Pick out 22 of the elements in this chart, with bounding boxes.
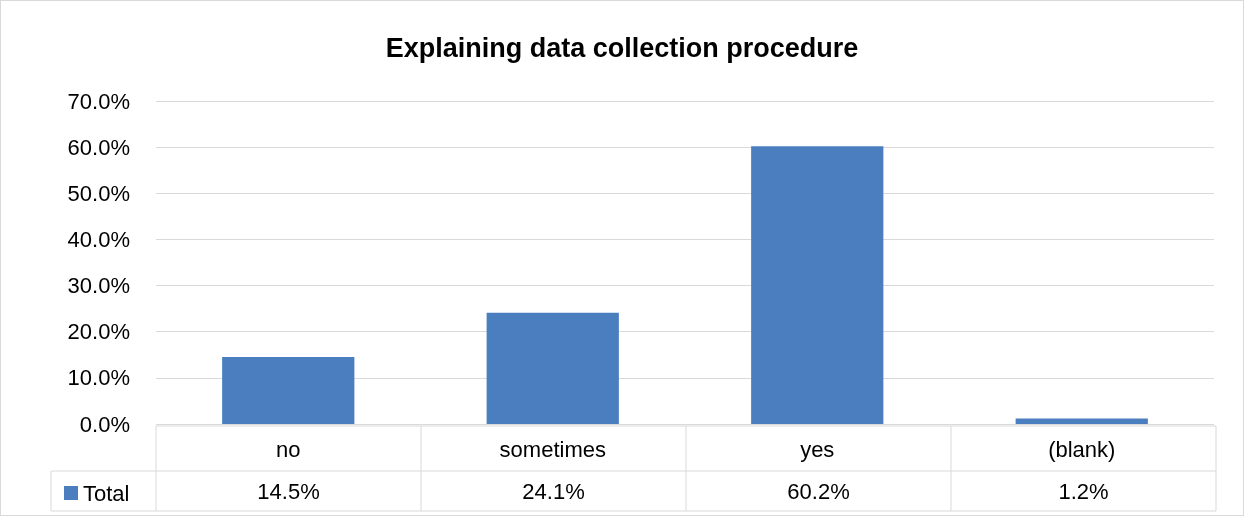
data-label: 60.2% bbox=[787, 478, 850, 504]
x-tick-label: sometimes bbox=[499, 436, 606, 462]
x-tick-label: (blank) bbox=[1048, 436, 1116, 462]
x-tick-label: no bbox=[276, 436, 301, 462]
y-tick-label: 50.0% bbox=[67, 180, 130, 206]
y-tick-label: 70.0% bbox=[67, 88, 130, 114]
bar bbox=[222, 357, 355, 424]
bar bbox=[751, 146, 884, 424]
data-label: 24.1% bbox=[522, 478, 585, 504]
chart-title: Explaining data collection procedure bbox=[385, 32, 859, 63]
y-tick-label: 30.0% bbox=[67, 273, 130, 299]
y-tick-label: 20.0% bbox=[67, 319, 130, 345]
y-tick-label: 40.0% bbox=[67, 226, 130, 252]
x-tick-label: yes bbox=[800, 436, 835, 462]
bar bbox=[1015, 418, 1148, 424]
y-tick-label: 10.0% bbox=[67, 365, 130, 391]
y-tick-label: 60.0% bbox=[67, 134, 130, 160]
data-label: 14.5% bbox=[257, 478, 320, 504]
y-tick-label: 0.0% bbox=[79, 411, 130, 437]
data-label: 1.2% bbox=[1058, 478, 1109, 504]
bar bbox=[486, 312, 619, 424]
legend-label: Total bbox=[83, 480, 130, 506]
